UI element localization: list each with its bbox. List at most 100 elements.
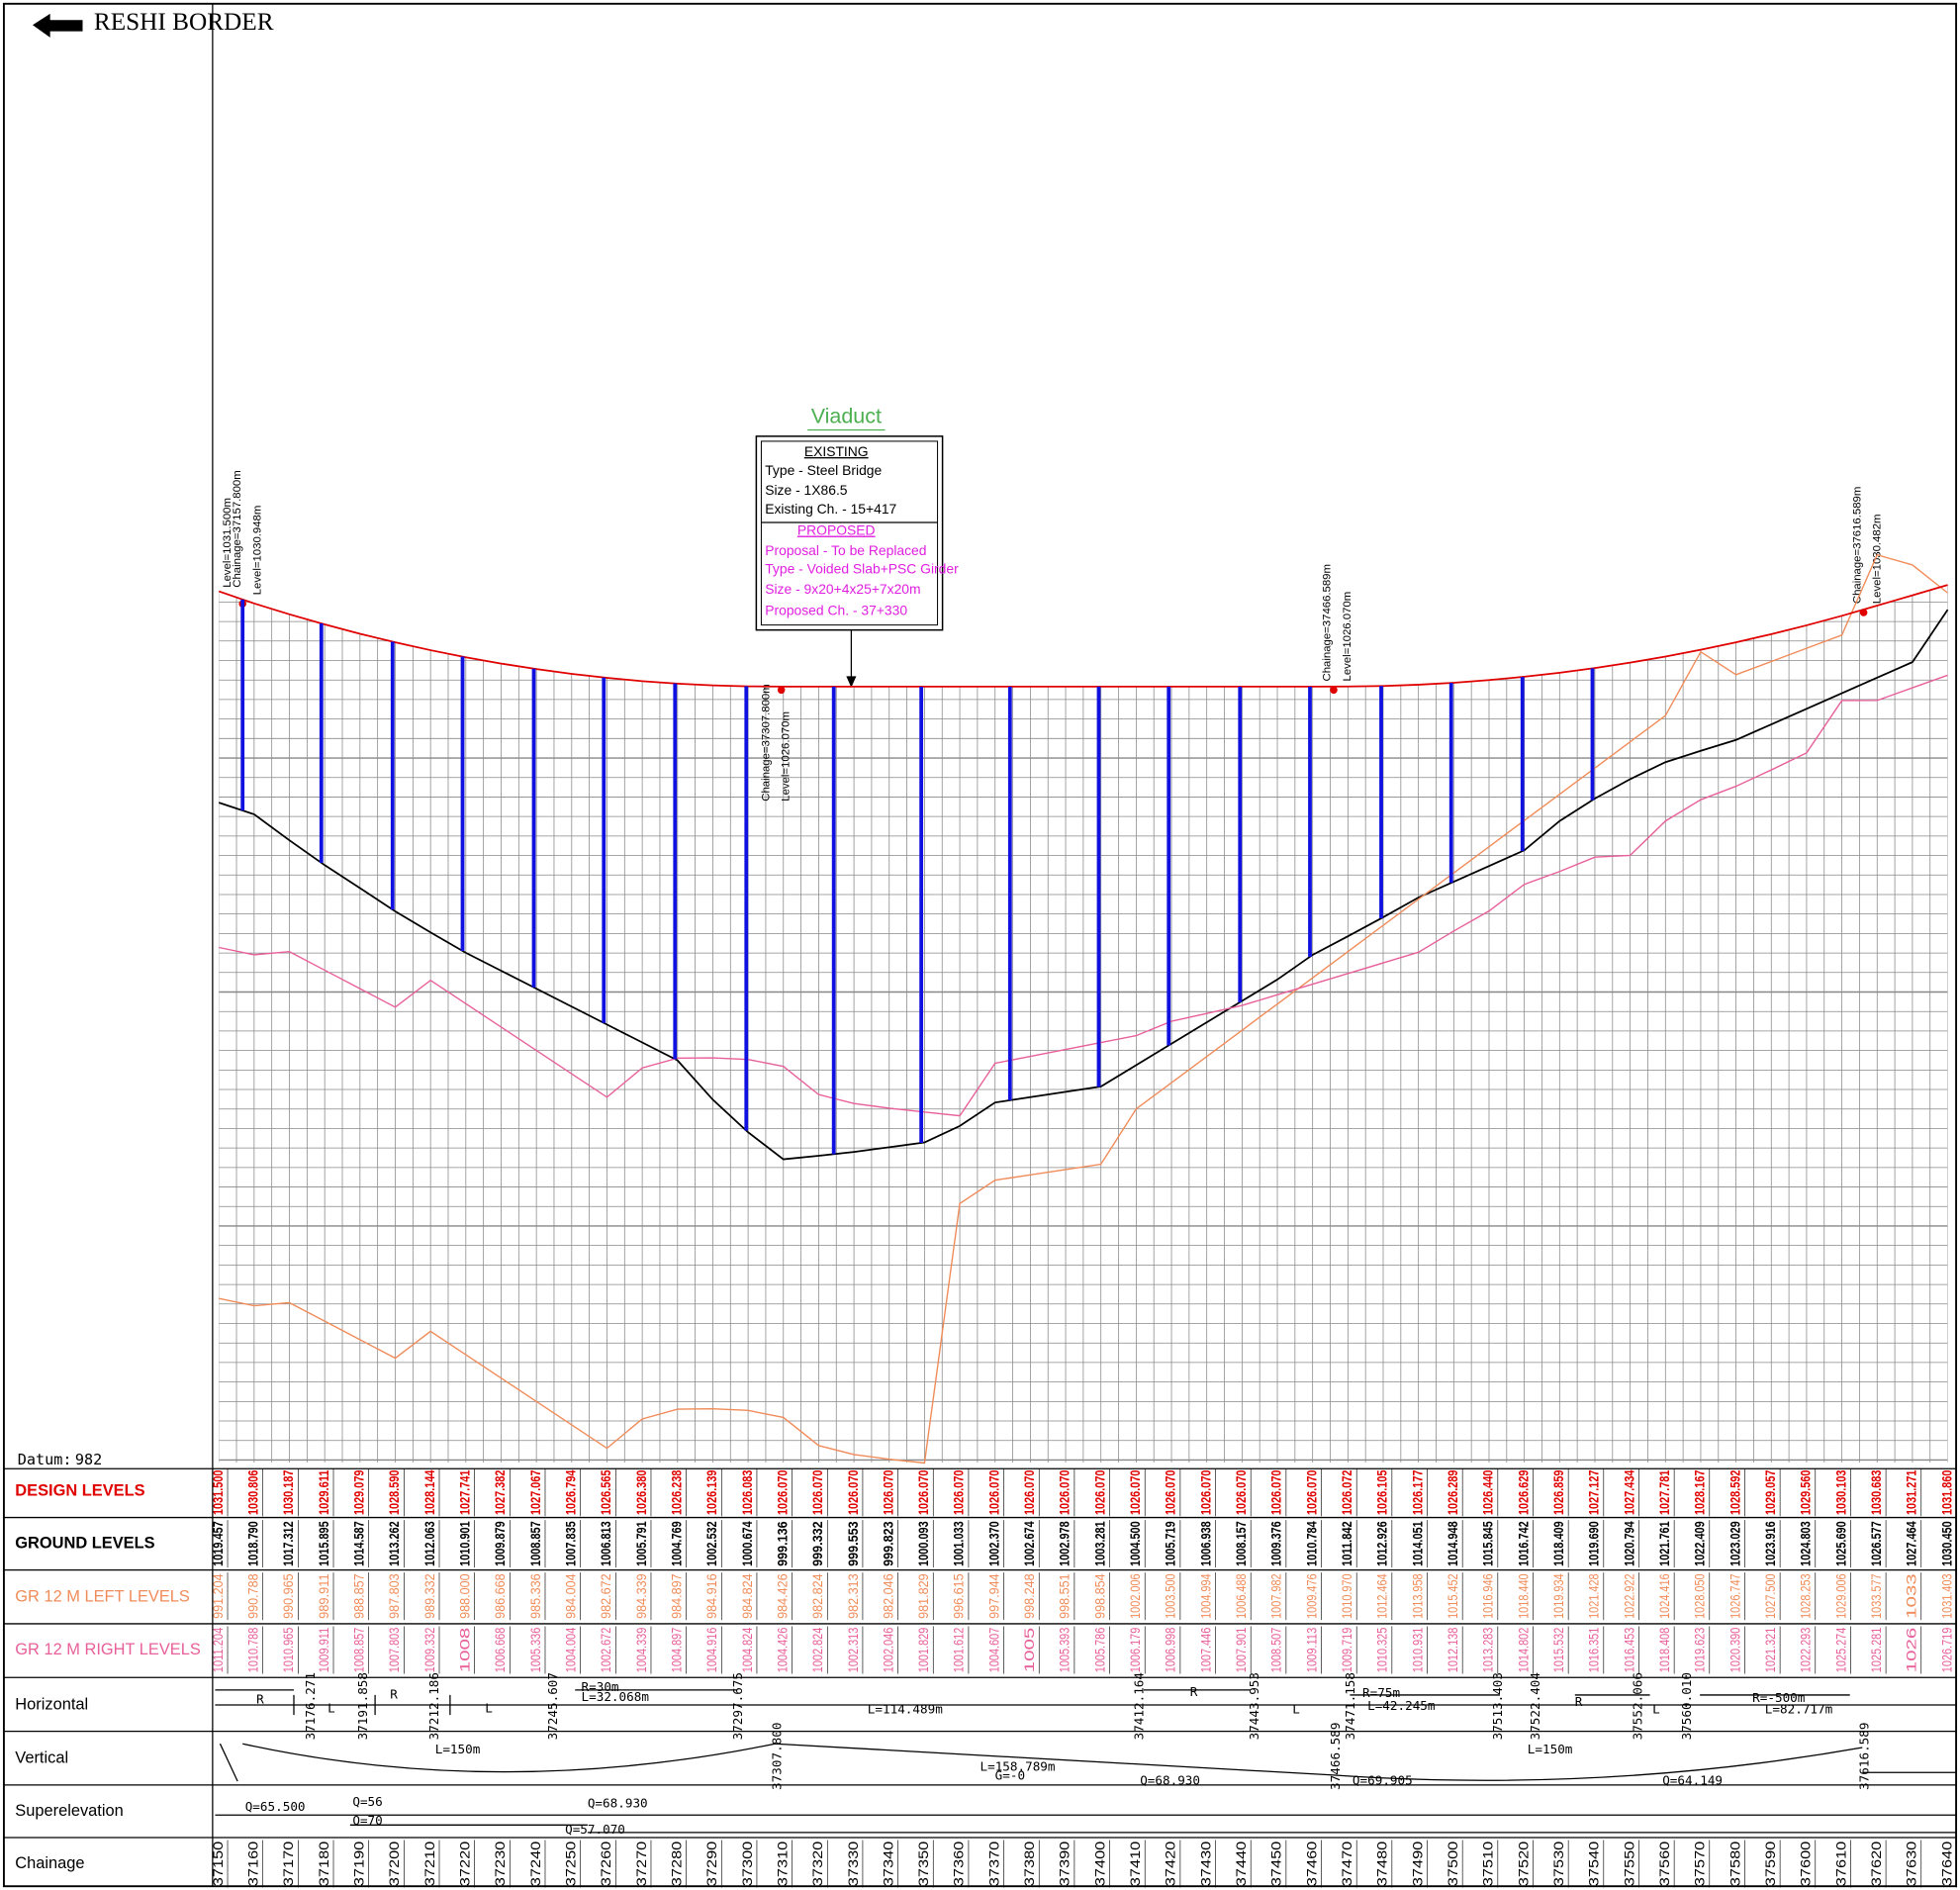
chainage-cell: 37540: [1586, 1841, 1602, 1886]
h-chainage: 37191.858: [355, 1672, 370, 1740]
right-cell: 1004.339: [633, 1628, 649, 1673]
left-cell: 1019.934: [1550, 1573, 1566, 1619]
left-cell: 988.000: [456, 1573, 472, 1619]
ground-cell: 1019.690: [1586, 1521, 1602, 1566]
design-cell: 1027.382: [492, 1469, 508, 1515]
chainage-cell: 37170: [280, 1841, 296, 1886]
chainage-cell: 37340: [880, 1841, 895, 1886]
chainage-cell: 37640: [1938, 1841, 1954, 1886]
design-cell: 1026.072: [1339, 1469, 1354, 1515]
left-cell: 985.336: [527, 1573, 543, 1619]
right-cell: 1026: [1904, 1627, 1919, 1672]
ground-cell: 1025.690: [1832, 1521, 1848, 1566]
ground-cell: 1007.835: [562, 1521, 578, 1566]
right-cell: 1005.393: [1057, 1628, 1073, 1673]
s-label: Q=68.930: [588, 1795, 648, 1810]
right-cell: 1006.179: [1127, 1628, 1143, 1673]
chainage-cell: 37200: [386, 1841, 402, 1886]
ground-cell: 1005.791: [633, 1521, 649, 1566]
left-cell: 1010.970: [1339, 1573, 1354, 1619]
row-label: Vertical: [15, 1749, 68, 1767]
right-cell: 1002.672: [598, 1628, 613, 1673]
right-cell: 1006.668: [492, 1628, 508, 1673]
right-cell: 1009.911: [316, 1627, 331, 1672]
right-cell: 1022.293: [1798, 1628, 1814, 1673]
h-label: L: [327, 1700, 335, 1715]
left-cell: 991.204: [210, 1573, 226, 1619]
left-cell: 984.897: [668, 1573, 684, 1619]
design-cell: 1028.592: [1727, 1469, 1742, 1515]
left-cell: 984.339: [633, 1573, 649, 1619]
ground-cell: 1006.813: [598, 1521, 613, 1566]
right-cell: 1002.046: [880, 1628, 895, 1673]
ground-cell: 1019.457: [210, 1521, 226, 1566]
design-cell: 1026.070: [1091, 1469, 1107, 1515]
datum-value: 982: [75, 1451, 102, 1468]
chainage-cell: 37410: [1127, 1841, 1143, 1886]
existing-line: Type - Steel Bridge: [765, 462, 882, 478]
ground-cell: 1020.794: [1621, 1521, 1636, 1566]
ground-cell: 1004.500: [1127, 1521, 1143, 1566]
left-cell: 1015.452: [1445, 1573, 1460, 1619]
chainage-cell: 37330: [845, 1841, 861, 1886]
right-cell: 1005.336: [527, 1628, 543, 1673]
proposed-line: Size - 9x20+4x25+7x20m: [765, 581, 920, 597]
s-label: Q=70: [352, 1813, 382, 1828]
row-label: Chainage: [15, 1854, 84, 1872]
chainage-cell: 37550: [1621, 1841, 1636, 1886]
h-chainage: 37245.607: [545, 1672, 560, 1740]
chainage-cell: 37570: [1692, 1841, 1708, 1886]
chainage-cell: 37290: [703, 1841, 719, 1886]
row-label: GROUND LEVELS: [15, 1534, 154, 1552]
design-cell: 1031.860: [1938, 1469, 1954, 1515]
annotation: Chainage=37466.589m: [1322, 564, 1334, 681]
ground-cell: 1012.063: [421, 1521, 437, 1566]
chainage-cell: 37390: [1057, 1841, 1073, 1886]
chainage-cell: 37350: [915, 1841, 931, 1886]
chainage-cell: 37450: [1268, 1841, 1284, 1886]
right-cell: 1014.802: [1515, 1628, 1531, 1673]
h-label: R: [1575, 1694, 1583, 1709]
design-profile: [219, 585, 1947, 687]
datum-label: Datum:: [18, 1451, 72, 1468]
design-cell: 1029.079: [351, 1469, 367, 1515]
right-cell: 1004.897: [668, 1628, 684, 1673]
chainage-cell: 37560: [1656, 1841, 1672, 1886]
left-cell: 1029.006: [1832, 1573, 1848, 1619]
chainage-cell: 37590: [1762, 1841, 1778, 1886]
right-cell: 1008.507: [1268, 1628, 1284, 1673]
left-cell: 990.965: [280, 1573, 296, 1619]
design-cell: 1030.187: [280, 1469, 296, 1515]
ground-cell: 1002.978: [1057, 1521, 1073, 1566]
ground-cell: 1017.312: [280, 1521, 296, 1566]
ground-cell: 1021.761: [1656, 1521, 1672, 1566]
h-chainage: 37212.186: [426, 1672, 441, 1740]
ground-cell: 1023.029: [1727, 1521, 1742, 1566]
superelevation-lines: [215, 1815, 1956, 1833]
drawing: RESHI BORDER Datum: 982 DESIGN LEVELS GR…: [0, 0, 1960, 1890]
ground-cell: 1026.577: [1868, 1521, 1884, 1566]
annotation: Chainage=37307.800m: [760, 684, 772, 801]
chainage-cell: 37470: [1339, 1841, 1354, 1886]
right-cell: 1020.390: [1727, 1628, 1742, 1673]
design-cell: 1031.500: [210, 1469, 226, 1515]
ground-cell: 1004.769: [668, 1521, 684, 1566]
left-cell: 1028.253: [1798, 1573, 1814, 1619]
chainage-cell: 37430: [1197, 1841, 1213, 1886]
left-cell: 982.046: [880, 1573, 895, 1619]
direction-label: RESHI BORDER: [94, 8, 274, 36]
design-cell: 1026.105: [1374, 1469, 1390, 1515]
design-cell: 1027.434: [1621, 1469, 1636, 1515]
ground-cell: 1013.262: [386, 1521, 402, 1566]
h-chainage: 37522.404: [1528, 1672, 1542, 1740]
left-cell: 986.668: [492, 1573, 508, 1619]
left-cell: 1026.747: [1727, 1573, 1742, 1619]
ground-cell: 1008.857: [527, 1521, 543, 1566]
right-cell: 1004.426: [774, 1628, 790, 1673]
chainage-cell: 37280: [668, 1841, 684, 1886]
left-cell: 1016.946: [1480, 1573, 1496, 1619]
chainage-cell: 37400: [1091, 1841, 1107, 1886]
existing-line: Existing Ch. - 15+417: [765, 501, 896, 517]
right-cell: 1007.901: [1233, 1628, 1249, 1673]
design-cell: 1026.139: [703, 1469, 719, 1515]
